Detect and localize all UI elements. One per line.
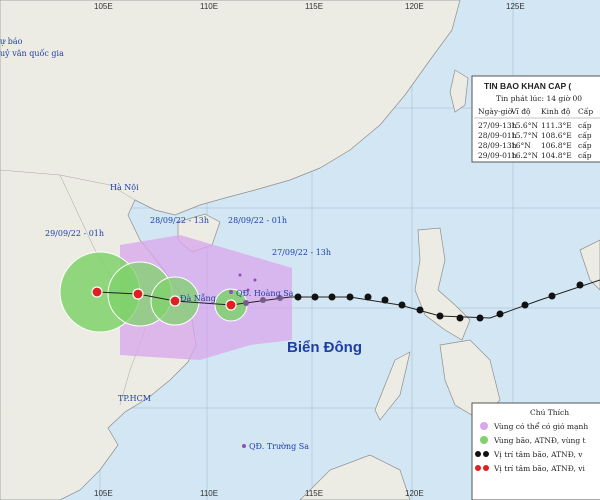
- time-label: 28/09/22 - 01h: [228, 216, 287, 225]
- pacific-island: [579, 239, 600, 291]
- bulletin-cell: 108.6°E: [541, 131, 572, 140]
- lon-label: 105E: [94, 2, 113, 11]
- truongsa-dot: [242, 444, 246, 448]
- column-header: Ngày-giờ: [478, 107, 513, 116]
- lon-label: 110E: [200, 489, 218, 498]
- bulletin-cell: cấp: [578, 141, 592, 150]
- legend-symbol: [480, 436, 488, 444]
- bulletin-issued: Tin phát lúc: 14 giờ 00: [496, 94, 582, 103]
- time-label: 28/09/22 - 13h: [150, 216, 209, 225]
- bulletin-cell: 106.8°E: [541, 141, 572, 150]
- palawan: [374, 351, 411, 421]
- legend: Chú Thích Vùng có thể có gió mạnh Vùng b…: [471, 402, 600, 500]
- taiwan: [449, 69, 469, 113]
- mainland: [0, 0, 461, 500]
- bulletin-cell: 29/09-01h: [478, 151, 517, 160]
- agency-line: uỷ văn quốc gia: [0, 49, 64, 58]
- legend-title: Chú Thích: [530, 408, 569, 417]
- bulletin-cell: 104.8°E: [541, 151, 572, 160]
- place-label: QĐ. Trường Sa: [249, 442, 309, 451]
- legend-symbol: [480, 422, 488, 430]
- legend-symbol: [475, 465, 489, 471]
- bulletin-title: TIN BAO KHAN CAP (: [484, 81, 571, 91]
- past-positions: [294, 281, 584, 322]
- legend-item: Vùng có thể có gió mạnh: [493, 422, 588, 431]
- lon-label: 105E: [94, 489, 113, 498]
- bulletin-cell: 28/09-13h: [478, 141, 517, 150]
- lon-label: 120E: [405, 2, 424, 11]
- legend-box: [471, 402, 600, 500]
- luzon: [414, 227, 471, 341]
- longitude-labels: 105E 110E 115E 120E 125E 105E 110E 115E …: [94, 2, 525, 498]
- bulletin-cell: cấp: [578, 151, 592, 160]
- legend-symbol: [475, 451, 489, 457]
- bulletin-cell: 15.7°N: [511, 131, 538, 140]
- legend-item: Vị trí tâm bão, ATNĐ, v: [493, 450, 583, 459]
- bulletin-cell: 28/09-01h: [478, 131, 517, 140]
- legend-item: Vị trí tâm bão, ATNĐ, vi: [493, 464, 585, 473]
- borneo: [299, 454, 411, 500]
- recent-positions: [243, 295, 283, 306]
- place-label: Hà Nội: [110, 183, 139, 192]
- forecast-positions: [91, 286, 237, 311]
- bulletin-cell: 27/09-13h: [478, 121, 517, 130]
- column-header: Kinh độ: [541, 107, 571, 116]
- bulletin-cell: 111.3°E: [541, 121, 572, 130]
- bulletin-box: [471, 75, 600, 163]
- lon-label: 115E: [305, 489, 323, 498]
- place-label: Đà Nẵng: [180, 294, 216, 303]
- time-label: 29/09/22 - 01h: [45, 229, 104, 238]
- lon-label: 125E: [506, 2, 525, 11]
- lon-label: 115E: [305, 2, 323, 11]
- hoangsa-dot: [229, 290, 233, 294]
- bulletin-cell: 16.2°N: [511, 151, 538, 160]
- lon-label: 110E: [200, 2, 218, 11]
- place-label: TP.HCM: [118, 394, 151, 403]
- strong-wind-zone: [120, 235, 292, 360]
- bulletin-cell: cấp: [578, 131, 592, 140]
- bulletin: TIN BAO KHAN CAP ( Tin phát lúc: 14 giờ …: [471, 75, 600, 163]
- legend-item: Vùng bão, ATNĐ, vùng t: [493, 436, 586, 445]
- bulletin-cell: 16°N: [511, 141, 531, 150]
- column-header: Vĩ độ: [510, 107, 531, 116]
- bulletin-cell: 15.6°N: [511, 121, 538, 130]
- islands: [238, 273, 257, 292]
- time-label: 27/09/22 - 13h: [272, 248, 331, 257]
- agency-line: ự báo: [0, 37, 23, 46]
- lon-label: 120E: [405, 489, 424, 498]
- bulletin-cell: cấp: [578, 121, 592, 130]
- place-label: QĐ. Hoàng Sa: [236, 289, 294, 298]
- sea-label: Biển Đông: [287, 339, 362, 356]
- column-header: Cấp: [578, 107, 593, 116]
